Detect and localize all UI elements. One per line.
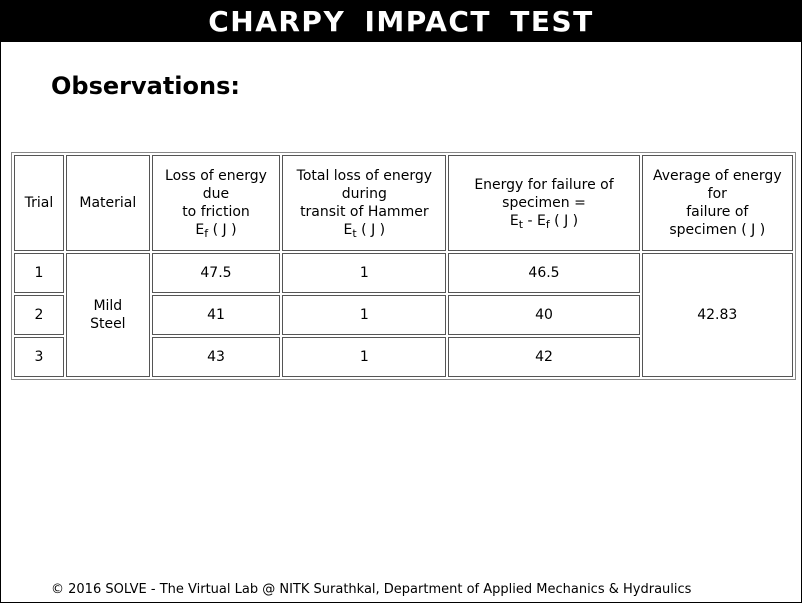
header-trial: Trial [14, 155, 64, 251]
table-row: 3 43 1 42 [14, 337, 793, 377]
table-header-row: Trial Material Loss of energy due to fri… [14, 155, 793, 251]
observations-table: Trial Material Loss of energy due to fri… [11, 152, 796, 380]
failure-energy-cell: 40 [448, 295, 640, 335]
failure-energy-cell: 46.5 [448, 253, 640, 293]
total-loss-cell: 1 [282, 295, 447, 335]
average-energy-cell: 42.83 [641, 253, 793, 377]
header-average-energy: Average of energy for failure of specime… [641, 155, 793, 251]
friction-loss-cell: 47.5 [151, 253, 281, 293]
trial-cell: 1 [14, 253, 64, 293]
friction-loss-cell: 43 [151, 337, 281, 377]
header-material: Material [65, 155, 150, 251]
total-loss-cell: 1 [282, 337, 447, 377]
header-total-loss: Total loss of energy during transit of H… [282, 155, 447, 251]
footer-copyright: © 2016 SOLVE - The Virtual Lab @ NITK Su… [51, 582, 692, 597]
header-friction-loss: Loss of energy due to friction Ef ( J ) [151, 155, 281, 251]
header-failure-energy: Energy for failure of specimen = Et - Ef… [448, 155, 640, 251]
friction-loss-cell: 41 [151, 295, 281, 335]
table-row: 2 41 1 40 [14, 295, 793, 335]
trial-cell: 3 [14, 337, 64, 377]
material-cell: Mild Steel [65, 253, 150, 377]
observations-heading: Observations: [51, 72, 240, 100]
total-loss-cell: 1 [282, 253, 447, 293]
table-row: 1 Mild Steel 47.5 1 46.5 42.83 [14, 253, 793, 377]
failure-energy-cell: 42 [448, 337, 640, 377]
page-title: CHARPY IMPACT TEST [0, 0, 802, 42]
trial-cell: 2 [14, 295, 64, 335]
